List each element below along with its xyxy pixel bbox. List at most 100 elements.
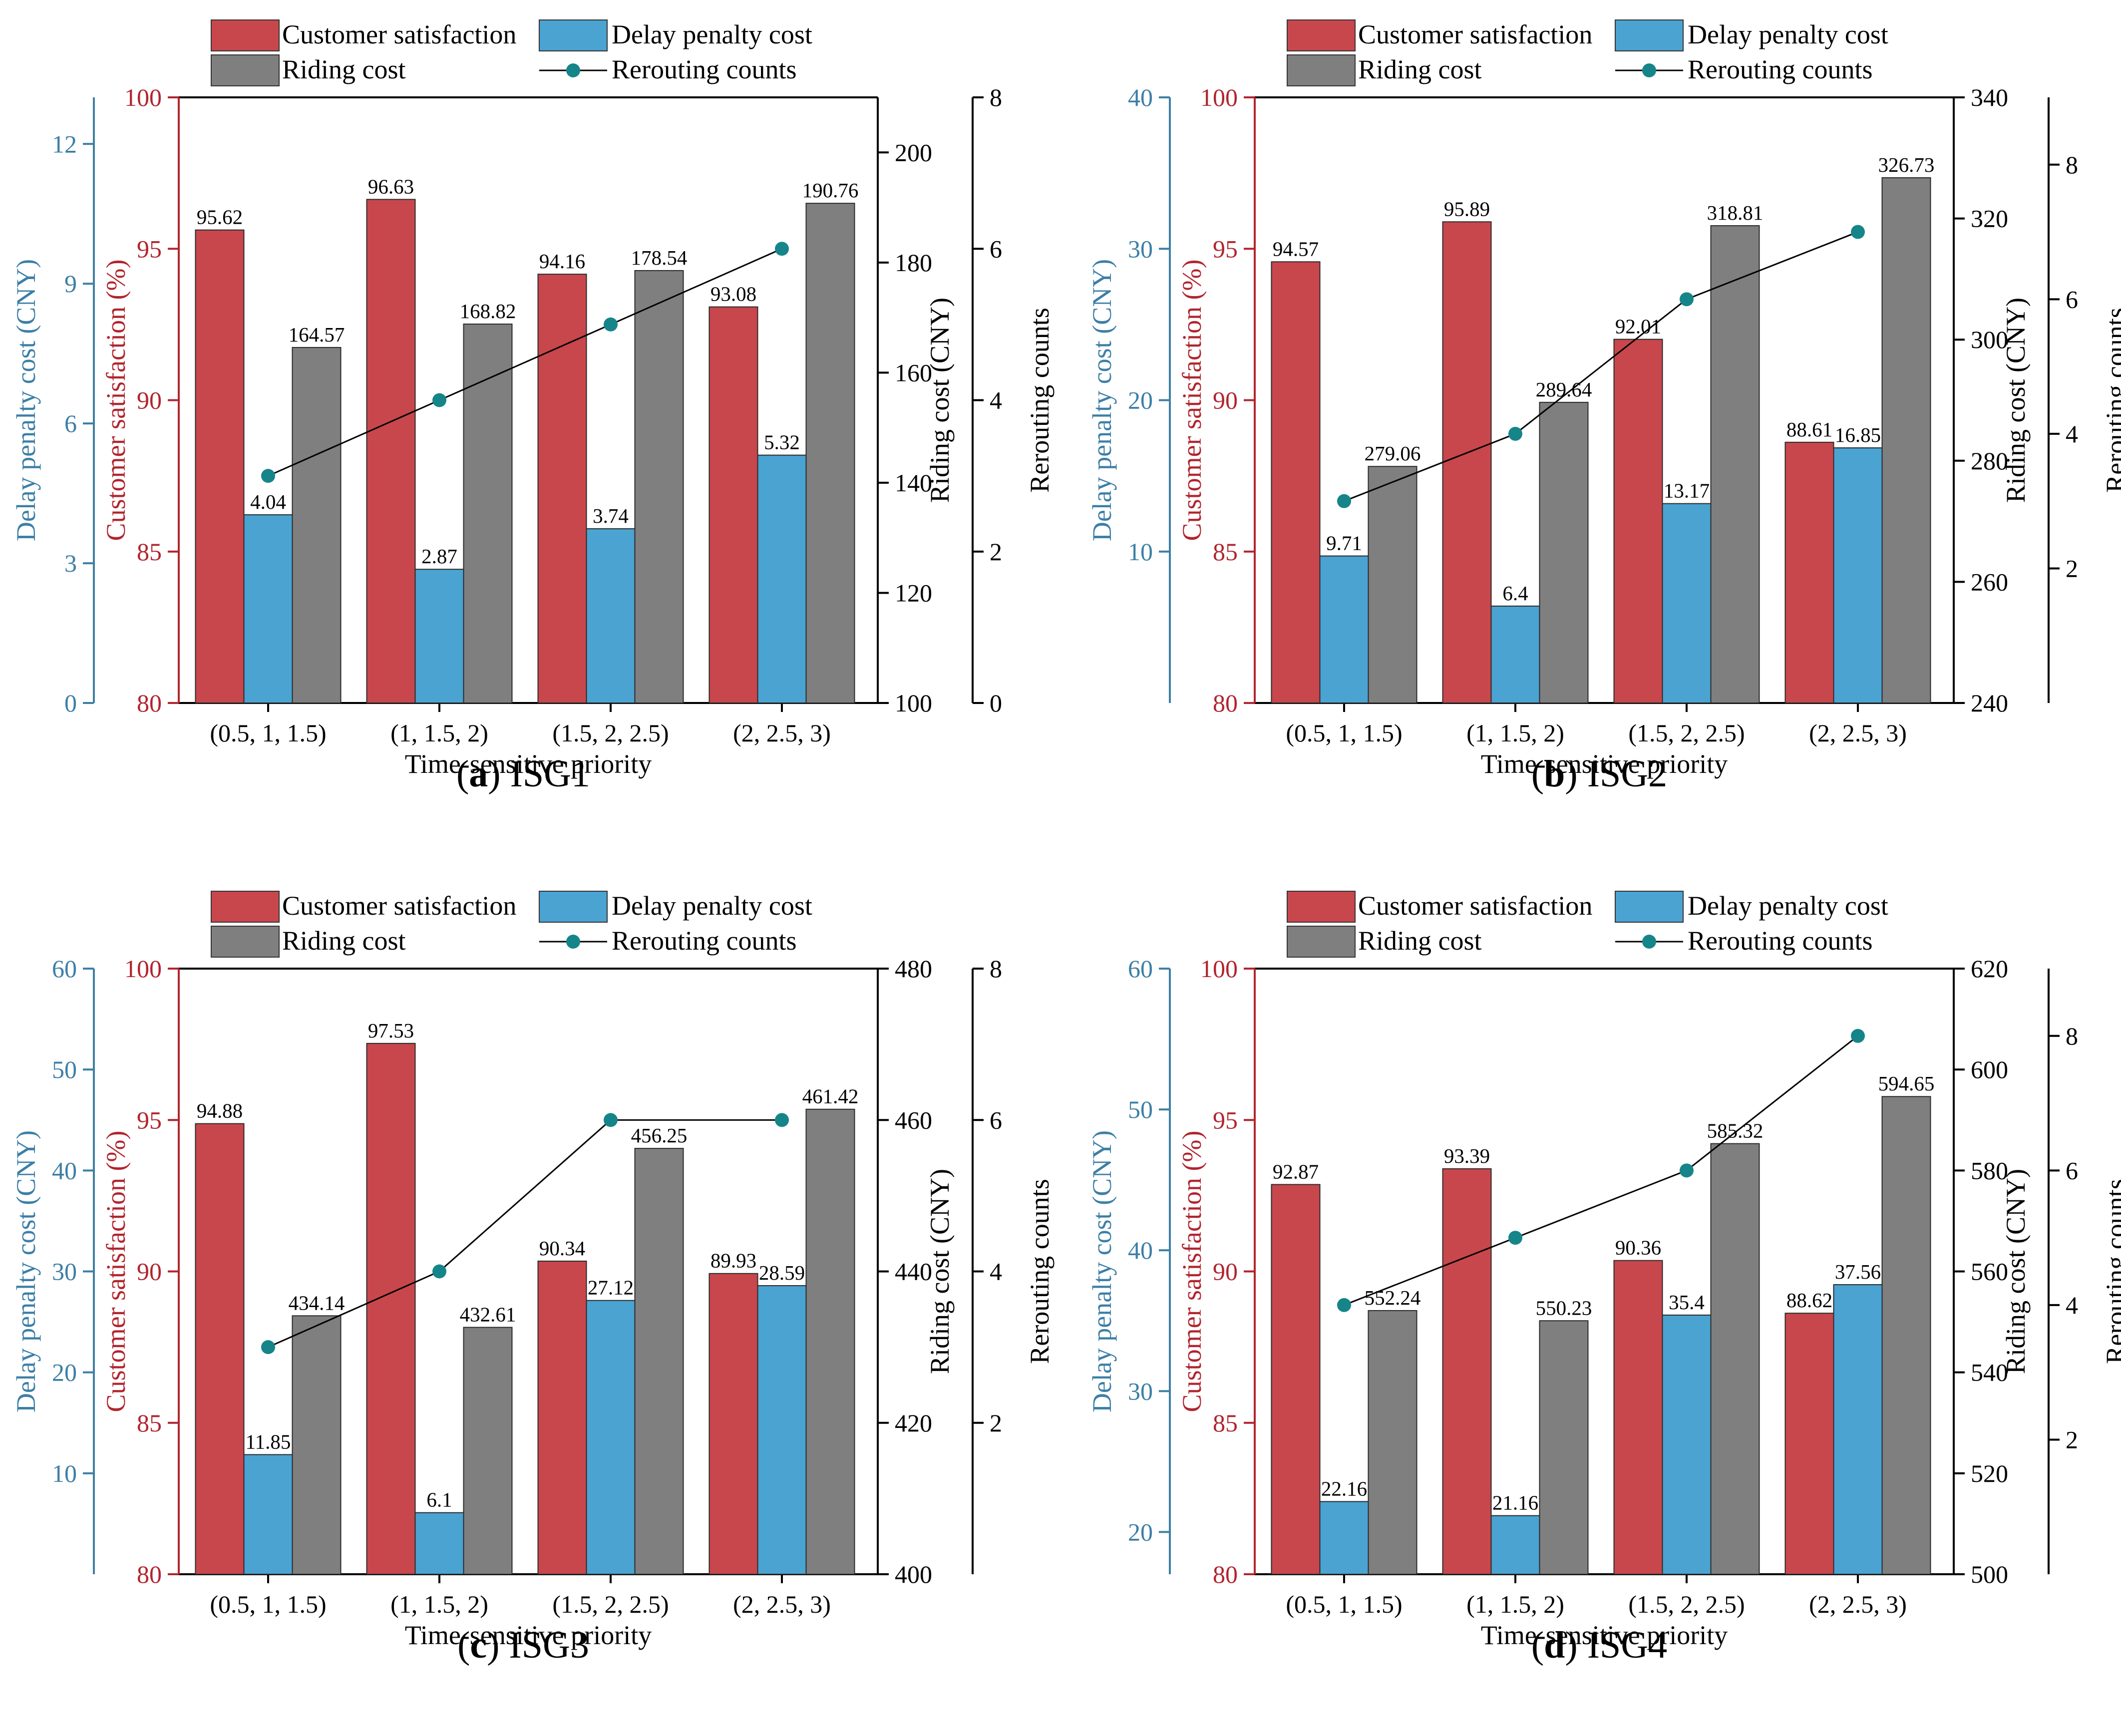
x-tick-label: (2, 2.5, 3) [1809,719,1907,747]
satisfaction-axis-tick-label: 80 [137,1560,162,1588]
data-label-customer-satisfaction: 89.93 [710,1249,756,1272]
legend-label-delay-penalty: Delay penalty cost [1688,891,1888,921]
satisfaction-axis-tick-label: 95 [1213,235,1238,263]
delay-axis: 10 20 30 40 Delay penalty cost (CNY) [1087,83,1171,703]
bar-riding-cost [634,1148,684,1575]
riding-axis-tick-label: 320 [1971,205,2008,233]
delay-axis-tick-label: 50 [1128,1095,1153,1123]
data-label-customer-satisfaction: 96.63 [368,175,414,198]
data-label-delay-penalty: 6.4 [1502,582,1528,605]
panel-caption-part: ) ISG2 [1565,753,1667,795]
x-tick-label: (1, 1.5, 2) [1466,719,1564,747]
delay-axis-tick-label: 60 [52,955,77,983]
rerouting-point [775,1113,789,1127]
satisfaction-axis-tick-label: 80 [137,689,162,717]
legend-marker-rerouting [1642,935,1656,949]
riding-axis-tick-label: 100 [895,689,932,717]
satisfaction-axis-tick-label: 95 [137,1106,162,1134]
panel-caption-part: ( [457,1624,470,1666]
rerouting-point [604,1113,618,1127]
bar-riding-cost [1368,1310,1417,1575]
bar-delay-penalty [586,528,636,703]
rerouting-point [1680,1163,1694,1178]
delay-axis-tick-label: 50 [52,1055,77,1083]
panel-caption: (c) ISG3 [457,1624,589,1666]
riding-axis-tick-label: 540 [1971,1359,2008,1387]
delay-axis-tick-label: 10 [1128,538,1153,566]
data-label-delay-penalty: 21.16 [1492,1491,1538,1514]
rerouting-axis-title: Rerouting counts [1025,308,1055,492]
x-tick-label: (1, 1.5, 2) [1466,1590,1564,1618]
panel-caption-part: ( [456,753,469,795]
delay-axis-tick-label: 20 [1128,386,1153,414]
satisfaction-axis: 80 85 90 95 100 Customer satisfaction (%) [1177,83,1256,717]
data-label-riding-cost: 279.06 [1365,442,1421,465]
rerouting-point [1508,426,1522,441]
bar-delay-penalty [586,1300,636,1575]
legend: Customer satisfaction Delay penalty cost R… [211,19,812,86]
panel-isg4: Customer satisfaction Delay penalty cost R… [1087,891,2121,1666]
x-tick-label: (0.5, 1, 1.5) [1286,719,1402,747]
rerouting-axis-tick-label: 0 [990,689,1002,717]
rerouting-axis: 2 4 6 8 Rerouting counts [2048,97,2121,703]
riding-axis-title: Riding cost (CNY) [2001,1169,2031,1374]
bar-customer-satisfaction [1442,1168,1492,1575]
legend-label-rerouting: Rerouting counts [1688,926,1872,956]
bar-delay-penalty [1319,555,1369,703]
delay-axis-tick-label: 40 [52,1156,77,1184]
rerouting-point [775,242,789,256]
rerouting-point [1680,292,1694,307]
panel-caption: (d) ISG4 [1531,1624,1667,1666]
delay-axis-title: Delay penalty cost (CNY) [11,259,41,541]
riding-axis-tick-label: 420 [895,1409,932,1437]
satisfaction-axis-tick-label: 100 [1200,955,1238,983]
x-tick-label: (2, 2.5, 3) [733,1590,831,1618]
rerouting-line [268,1119,782,1348]
data-label-delay-penalty: 6.1 [426,1488,452,1511]
data-label-customer-satisfaction: 90.36 [1615,1236,1661,1259]
x-tick-label: (1.5, 2, 2.5) [552,1590,669,1618]
data-label-riding-cost: 318.81 [1707,201,1764,224]
delay-axis: 0 3 6 9 12 Delay penalty cost (CNY) [11,97,95,717]
riding-axis-tick-label: 280 [1971,447,2008,475]
data-label-customer-satisfaction: 90.34 [539,1237,585,1260]
satisfaction-axis-tick-label: 85 [137,538,162,566]
rerouting-axis-tick-label: 8 [2066,151,2078,179]
data-label-riding-cost: 432.61 [460,1303,516,1326]
bar-customer-satisfaction [1271,1184,1321,1575]
data-label-customer-satisfaction: 97.53 [368,1019,414,1042]
data-label-riding-cost: 168.82 [460,300,516,323]
satisfaction-axis-title: Customer satisfaction (%) [1177,1131,1207,1412]
rerouting-line [268,248,782,477]
rerouting-line [1344,1035,1858,1306]
delay-axis-tick-label: 6 [64,409,77,437]
panel-caption-part: ) ISG1 [488,753,590,795]
data-label-riding-cost: 456.25 [631,1124,688,1147]
data-label-delay-penalty: 9.71 [1326,532,1362,555]
bar-customer-satisfaction [195,229,245,704]
x-tick-label: (1.5, 2, 2.5) [1628,719,1745,747]
data-label-delay-penalty: 4.04 [250,490,286,513]
bar-riding-cost [1539,401,1589,703]
satisfaction-axis-title: Customer satisfaction (%) [1177,260,1207,541]
bar-riding-cost [1881,1096,1931,1575]
satisfaction-axis-title: Customer satisfaction (%) [101,1131,131,1412]
riding-axis-tick-label: 160 [895,358,932,386]
bar-delay-penalty [243,1454,293,1575]
satisfaction-axis: 80 85 90 95 100 Customer satisfaction (%) [101,83,180,717]
bar-delay-penalty [414,1512,464,1575]
rerouting-axis-tick-label: 6 [990,1106,1002,1134]
data-label-riding-cost: 550.23 [1536,1296,1592,1319]
bar-riding-cost [292,1315,342,1575]
delay-axis: 20 30 40 50 60 Delay penalty cost (CNY) [1087,955,1171,1574]
bar-delay-penalty [1662,1314,1712,1575]
data-label-delay-penalty: 27.12 [588,1276,634,1299]
legend-swatch-delay-penalty [1615,19,1684,51]
x-tick-label: (2, 2.5, 3) [1809,1590,1907,1618]
bar-customer-satisfaction [1271,261,1321,703]
axes: 20 30 40 50 60 Delay penalty cost (CNY) 80 85 90… [1087,955,2121,1650]
legend: Customer satisfaction Delay penalty cost R… [1287,19,1888,86]
bar-riding-cost [1539,1320,1589,1575]
delay-axis-tick-label: 20 [1128,1518,1153,1546]
